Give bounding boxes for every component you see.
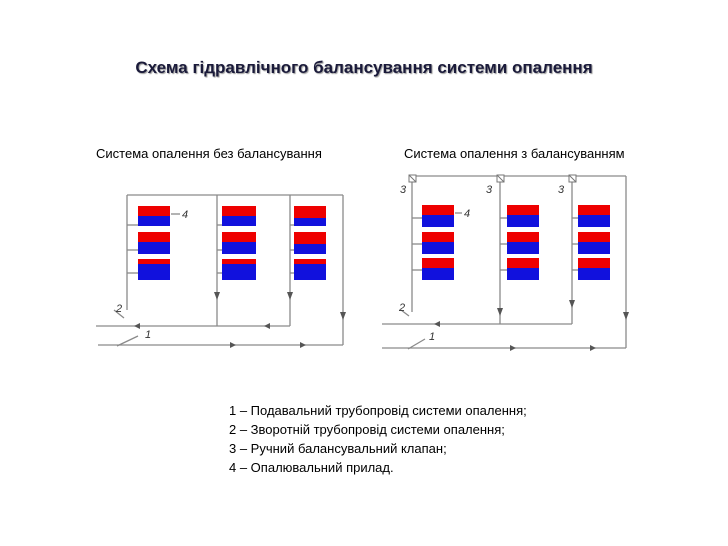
balancing-valve-icon — [496, 174, 505, 183]
pipes-balanced — [382, 175, 627, 350]
radiator — [222, 232, 256, 254]
radiator — [294, 259, 326, 280]
callout-device: 4 — [182, 209, 188, 221]
legend-item-supply: 1 – Подавальний трубопровід системи опал… — [229, 403, 527, 418]
radiator — [422, 232, 454, 254]
flow-arrows-balanced — [434, 300, 629, 351]
radiator — [578, 205, 610, 227]
legend-item-return: 2 – Зворотній трубопровід системи опален… — [229, 422, 505, 437]
radiator — [578, 258, 610, 280]
radiator — [294, 232, 326, 254]
page-title: Схема гідравлічного балансування системи… — [135, 58, 593, 77]
radiator — [222, 206, 256, 226]
callout-device: 4 — [464, 208, 470, 220]
pipes-unbalanced — [96, 194, 344, 347]
radiator — [507, 258, 539, 280]
radiators-balanced — [422, 205, 610, 280]
scheme-caption-unbalanced: Система опалення без балансування — [96, 146, 322, 161]
scheme-unbalanced: 1 2 4 — [96, 194, 346, 348]
scheme-balanced: 1 2 4 3 3 3 — [382, 174, 629, 351]
radiator — [507, 205, 539, 227]
radiator — [138, 206, 170, 226]
scheme-caption-balanced: Система опалення з балансуванням — [404, 146, 625, 161]
callout-supply: 1 — [429, 331, 435, 343]
radiator — [138, 232, 170, 254]
radiator — [507, 232, 539, 254]
balancing-valve-icon — [568, 174, 577, 183]
radiator — [422, 258, 454, 280]
callout-valve: 3 — [486, 184, 493, 196]
radiator — [294, 206, 326, 226]
balancing-valves — [408, 174, 577, 183]
radiator — [222, 259, 256, 280]
callout-valve: 3 — [558, 184, 565, 196]
legend-item-valve: 3 – Ручний балансувальний клапан; — [229, 441, 447, 456]
balancing-valve-icon — [408, 174, 417, 183]
flow-arrows-unbalanced — [134, 292, 346, 348]
callout-valve: 3 — [400, 184, 407, 196]
radiators-unbalanced — [138, 206, 326, 280]
callout-return: 2 — [398, 302, 405, 314]
legend: 1 – Подавальний трубопровід системи опал… — [229, 401, 539, 477]
radiator — [578, 232, 610, 254]
legend-item-device: 4 – Опалювальний прилад. — [229, 460, 394, 475]
callout-return: 2 — [115, 303, 122, 315]
radiator — [422, 205, 454, 227]
callout-supply: 1 — [145, 329, 151, 341]
radiator — [138, 259, 170, 280]
